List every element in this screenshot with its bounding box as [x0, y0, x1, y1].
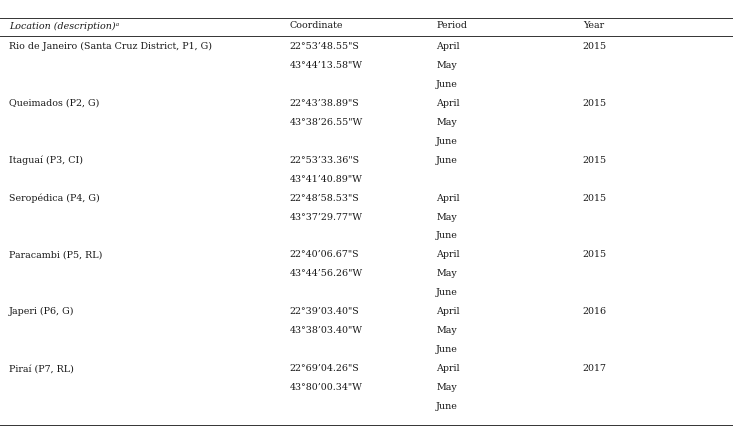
Text: April: April: [436, 194, 460, 203]
Text: 2015: 2015: [583, 42, 607, 51]
Text: Queimados (P2, G): Queimados (P2, G): [9, 99, 99, 108]
Text: Year: Year: [583, 22, 604, 30]
Text: June: June: [436, 137, 458, 145]
Text: June: June: [436, 232, 458, 240]
Text: April: April: [436, 307, 460, 317]
Text: 2015: 2015: [583, 99, 607, 108]
Text: 43°80’00.34"W: 43°80’00.34"W: [290, 383, 362, 392]
Text: June: June: [436, 402, 458, 411]
Text: Piraí (P7, RL): Piraí (P7, RL): [9, 364, 74, 373]
Text: Paracambi (P5, RL): Paracambi (P5, RL): [9, 250, 102, 259]
Text: May: May: [436, 383, 457, 392]
Text: May: May: [436, 118, 457, 127]
Text: April: April: [436, 250, 460, 259]
Text: Seropédica (P4, G): Seropédica (P4, G): [9, 193, 100, 203]
Text: Japeri (P6, G): Japeri (P6, G): [9, 307, 74, 317]
Text: Location (description)ᵃ: Location (description)ᵃ: [9, 21, 119, 31]
Text: June: June: [436, 155, 458, 165]
Text: 22°39’03.40"S: 22°39’03.40"S: [290, 307, 359, 317]
Text: Coordinate: Coordinate: [290, 22, 343, 30]
Text: 22°40’06.67"S: 22°40’06.67"S: [290, 250, 359, 259]
Text: April: April: [436, 42, 460, 51]
Text: June: June: [436, 288, 458, 297]
Text: 22°48’58.53"S: 22°48’58.53"S: [290, 194, 359, 203]
Text: 43°44’56.26"W: 43°44’56.26"W: [290, 269, 363, 278]
Text: May: May: [436, 269, 457, 278]
Text: 2017: 2017: [583, 364, 607, 373]
Text: 22°53’48.55"S: 22°53’48.55"S: [290, 42, 359, 51]
Text: 22°43’38.89"S: 22°43’38.89"S: [290, 99, 359, 108]
Text: 43°41’40.89"W: 43°41’40.89"W: [290, 174, 362, 184]
Text: April: April: [436, 99, 460, 108]
Text: June: June: [436, 345, 458, 354]
Text: June: June: [436, 80, 458, 89]
Text: 43°37’29.77"W: 43°37’29.77"W: [290, 213, 363, 222]
Text: 43°44’13.58"W: 43°44’13.58"W: [290, 61, 363, 70]
Text: Itaguaí (P3, CI): Itaguaí (P3, CI): [9, 155, 83, 165]
Text: 22°69’04.26"S: 22°69’04.26"S: [290, 364, 359, 373]
Text: 2015: 2015: [583, 250, 607, 259]
Text: Rio de Janeiro (Santa Cruz District, P1, G): Rio de Janeiro (Santa Cruz District, P1,…: [9, 42, 212, 51]
Text: 2015: 2015: [583, 194, 607, 203]
Text: 2015: 2015: [583, 155, 607, 165]
Text: 2016: 2016: [583, 307, 607, 317]
Text: 43°38’03.40"W: 43°38’03.40"W: [290, 326, 363, 335]
Text: April: April: [436, 364, 460, 373]
Text: May: May: [436, 61, 457, 70]
Text: May: May: [436, 326, 457, 335]
Text: Period: Period: [436, 22, 467, 30]
Text: 22°53’33.36"S: 22°53’33.36"S: [290, 155, 360, 165]
Text: May: May: [436, 213, 457, 222]
Text: 43°38’26.55"W: 43°38’26.55"W: [290, 118, 363, 127]
